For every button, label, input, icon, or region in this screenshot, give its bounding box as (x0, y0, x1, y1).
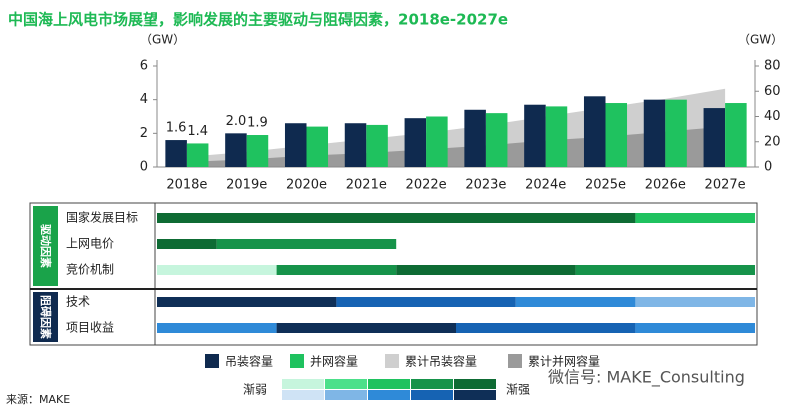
factor-segment (157, 323, 277, 333)
factor-segment (396, 265, 576, 275)
bar (404, 118, 427, 167)
bar (583, 96, 606, 167)
bar (306, 126, 329, 167)
driving-box (33, 206, 58, 286)
driving-label: 驱动因素 (39, 224, 53, 268)
legend-swatch (205, 354, 219, 368)
scale-strong: 渐强 (506, 383, 530, 397)
bar (665, 99, 687, 167)
bar (643, 99, 666, 167)
hindering-label: 阻碍因素 (39, 295, 53, 339)
factor-segment (575, 265, 755, 275)
scale-cell (325, 390, 367, 400)
x-tick-label: 2025e (585, 178, 626, 193)
legend-label: 累计并网容量 (528, 354, 600, 369)
factor-label: 国家发展目标 (66, 210, 138, 225)
factor-segment (456, 323, 636, 333)
scale-cell (282, 390, 324, 400)
scale-cell (368, 390, 410, 400)
factor-segment (157, 239, 217, 249)
factor-label: 技术 (66, 295, 90, 309)
x-tick-label: 2021e (346, 178, 387, 193)
factor-segment (216, 239, 397, 249)
factor-segment (157, 213, 636, 223)
x-tick-label: 2027e (705, 178, 746, 193)
scale-cell (454, 379, 496, 389)
scale-cell (282, 379, 324, 389)
bar (165, 140, 187, 167)
factor-segment (157, 297, 337, 307)
y2-tick-label: 40 (764, 109, 781, 124)
bar (725, 103, 747, 167)
watermark: 微信号: MAKE_Consulting (548, 368, 745, 388)
x-tick-label: 2026e (645, 178, 686, 193)
bar (605, 103, 628, 167)
y2-tick-label: 80 (764, 59, 781, 74)
bar (545, 106, 568, 167)
bar (426, 116, 448, 167)
x-tick-label: 2018e (166, 178, 207, 193)
factor-segment (635, 213, 755, 223)
source: 来源：MAKE (6, 392, 70, 406)
legend-label: 累计吊装容量 (405, 354, 477, 369)
factor-label: 上网电价 (66, 237, 114, 251)
y-tick-label: 2 (140, 126, 148, 141)
x-tick-label: 2020e (286, 178, 327, 193)
scale-cell (454, 390, 496, 400)
y2-axis-label: （GW） (738, 33, 783, 47)
y-tick-label: 0 (140, 160, 148, 175)
factor-segment (276, 265, 397, 275)
bar (703, 108, 726, 167)
factor-segment (336, 297, 516, 307)
y2-tick-label: 0 (764, 160, 772, 175)
scale-cell (411, 379, 453, 389)
y-tick-label: 6 (140, 59, 148, 74)
bar (464, 109, 486, 167)
scale-weak: 渐弱 (243, 383, 267, 397)
factor-segment (635, 297, 755, 307)
factor-label: 竞价机制 (66, 263, 114, 277)
legend-label: 吊装容量 (225, 354, 273, 369)
scale-cell (325, 379, 367, 389)
y2-tick-label: 20 (764, 134, 781, 149)
factor-segment (635, 323, 755, 333)
legend-label: 并网容量 (310, 354, 358, 369)
factor-segment (276, 323, 456, 333)
data-label: 1.9 (247, 116, 268, 131)
legend-swatch (290, 354, 304, 368)
bar (485, 113, 508, 167)
x-tick-label: 2024e (525, 178, 566, 193)
data-label: 1.6 (166, 121, 187, 136)
legend-swatch (385, 354, 399, 368)
factor-segment (157, 265, 277, 275)
y-tick-label: 4 (140, 92, 148, 107)
x-tick-label: 2022e (406, 178, 447, 193)
bar (246, 135, 269, 167)
scale-cell (411, 390, 453, 400)
factor-segment (515, 297, 636, 307)
bar (366, 124, 388, 167)
y2-tick-label: 60 (764, 84, 781, 99)
data-label: 2.0 (226, 114, 247, 129)
y-axis-label: （GW） (140, 33, 185, 47)
legend-swatch (508, 354, 522, 368)
chart-title: 中国海上风电市场展望，影响发展的主要驱动与阻碍因素，2018e-2027e (8, 11, 508, 29)
x-tick-label: 2023e (465, 178, 506, 193)
bar (225, 133, 247, 167)
hindering-box (33, 292, 58, 342)
data-label: 1.4 (187, 124, 208, 139)
bar (524, 104, 546, 167)
scale-cell (368, 379, 410, 389)
bar (344, 123, 367, 167)
bar (284, 123, 307, 167)
factor-label: 项目收益 (66, 321, 114, 335)
factor-frame (29, 202, 758, 346)
x-tick-label: 2019e (226, 178, 267, 193)
bar (186, 143, 209, 167)
